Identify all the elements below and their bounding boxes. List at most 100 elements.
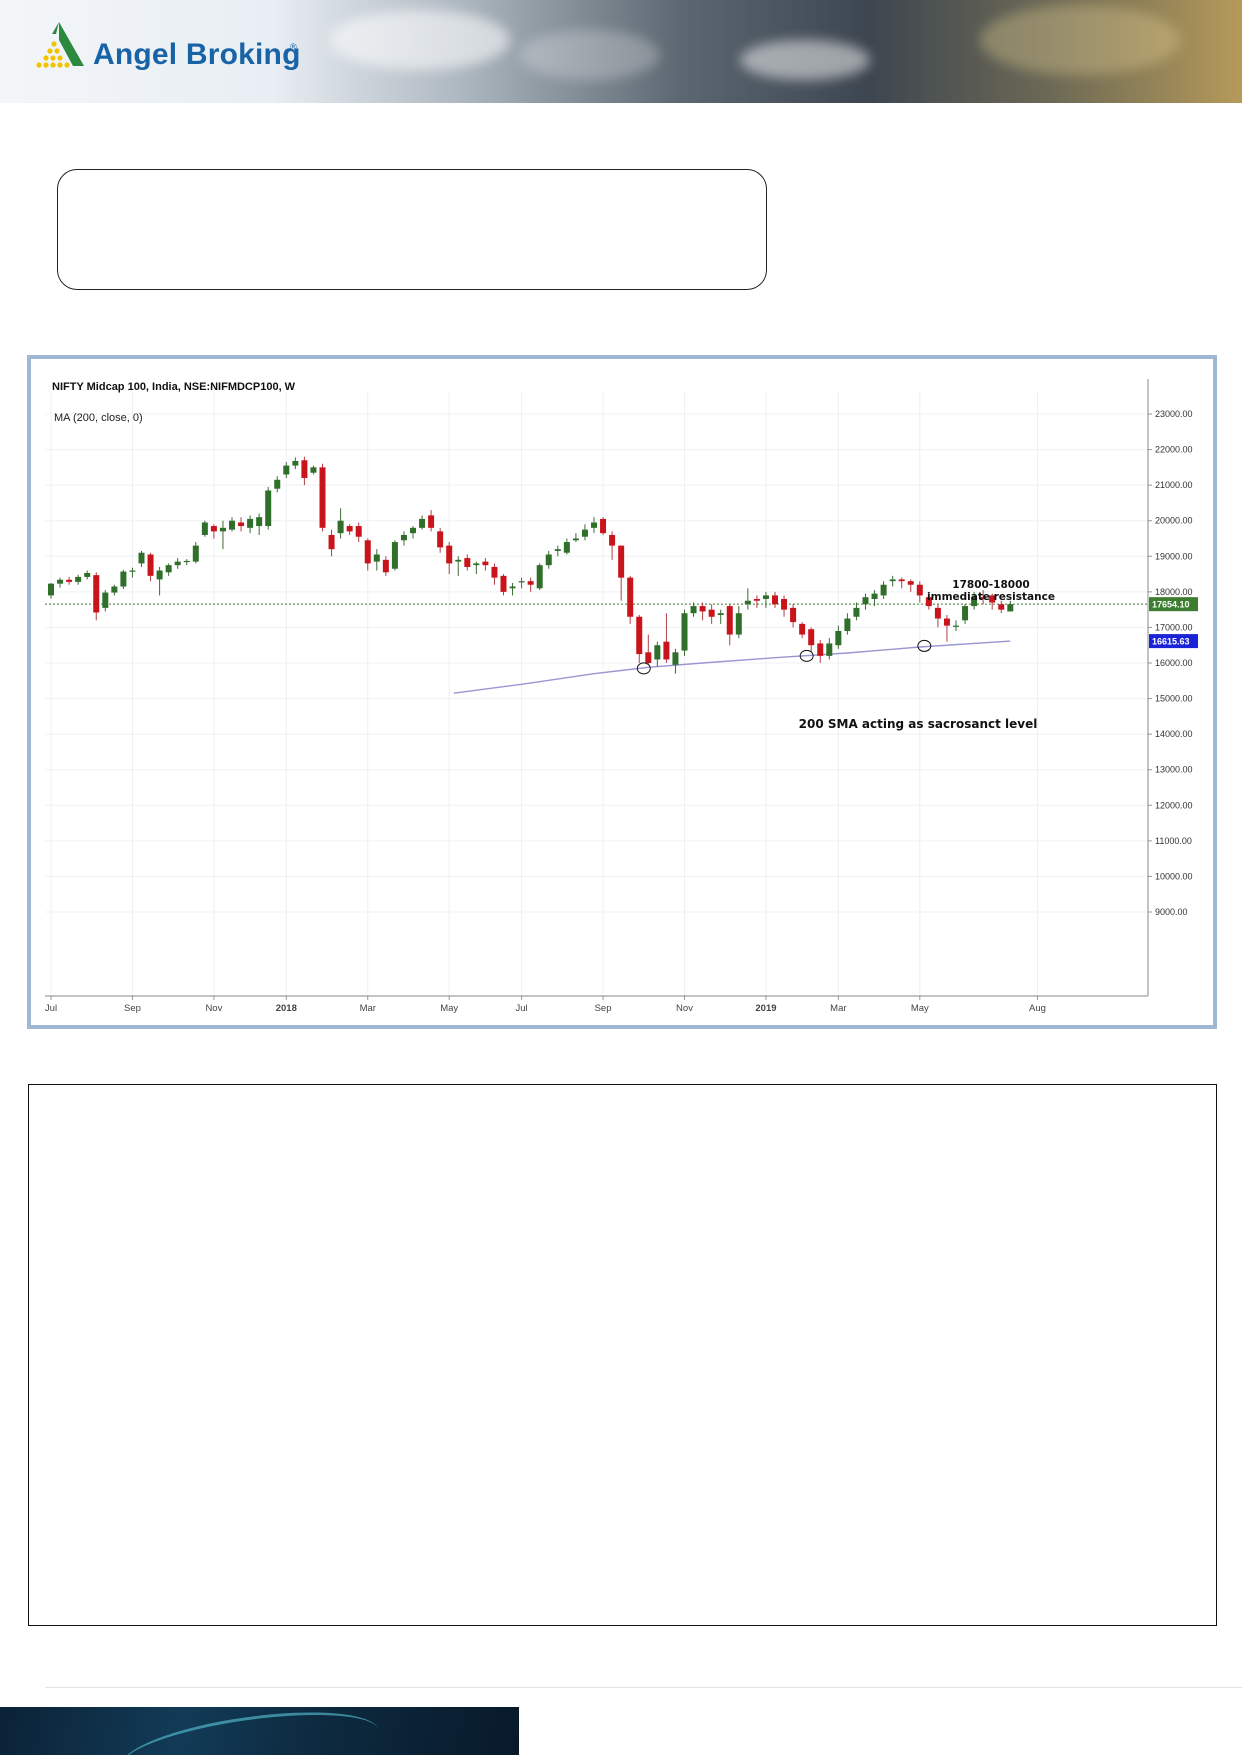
x-tick-label: Nov: [676, 1003, 693, 1014]
candle-up: [84, 573, 91, 577]
candle-down: [781, 598, 788, 610]
x-tick-label: Mar: [830, 1003, 846, 1014]
support-touch-circle: [636, 662, 651, 675]
candle-down: [147, 554, 154, 576]
candle-down: [907, 581, 914, 585]
candle-up: [310, 467, 317, 473]
y-tick-label: 10000.00: [1155, 871, 1193, 881]
candle-up: [681, 613, 688, 651]
candle-down: [627, 577, 634, 617]
light-streak-decoration: [116, 1707, 384, 1755]
candle-down: [382, 559, 389, 573]
y-tick-label: 11000.00: [1155, 836, 1192, 846]
candle-up: [391, 542, 398, 569]
candle-up: [826, 643, 833, 656]
candle-down: [645, 652, 652, 663]
candle-up: [835, 630, 842, 646]
candle-down: [663, 641, 670, 660]
candle-up: [256, 517, 263, 527]
angel-logo-icon: [36, 22, 84, 68]
y-tick-label: 20000.00: [1155, 516, 1193, 526]
last-price-badge-bg: [1149, 597, 1198, 612]
notes-box: [28, 1084, 1217, 1626]
cloud-decoration: [980, 5, 1180, 75]
candle-up: [229, 520, 235, 530]
candle-up: [853, 607, 860, 617]
candle-up: [871, 593, 878, 599]
candle-up: [247, 518, 254, 528]
y-tick-label: 13000.00: [1155, 765, 1193, 775]
candle-down: [446, 545, 453, 564]
candle-down: [328, 534, 335, 550]
resistance-subtitle: immediate resistance: [927, 591, 1055, 603]
candle-down: [319, 467, 326, 528]
candle-up: [455, 559, 462, 562]
y-tick-label: 15000.00: [1155, 694, 1193, 704]
candle-up: [410, 527, 416, 534]
candle-down: [491, 566, 498, 578]
resistance-title: 17800-18000: [952, 579, 1029, 591]
candle-up: [274, 479, 281, 489]
x-tick-label: 2019: [755, 1003, 776, 1014]
ma-indicator-label: MA (200, close, 0): [54, 412, 143, 424]
candle-down: [364, 540, 371, 564]
candle-down: [943, 618, 950, 626]
candle-down: [808, 629, 815, 646]
x-tick-label: Nov: [205, 1003, 222, 1014]
candle-up: [690, 606, 697, 614]
candle-up: [183, 560, 190, 563]
candles: [48, 456, 1014, 674]
candle-up: [654, 645, 661, 660]
candle-down: [916, 584, 923, 596]
candle-up: [265, 490, 272, 527]
cloud-decoration: [330, 10, 510, 70]
candle-down: [301, 460, 308, 479]
candle-up: [165, 565, 172, 573]
support-touch-circle: [917, 639, 932, 652]
candle-up: [545, 554, 552, 566]
candle-down: [66, 579, 73, 582]
support-circles: [636, 639, 932, 675]
candle-down: [925, 597, 932, 607]
candle-up: [102, 592, 109, 608]
candle-up: [419, 518, 426, 528]
candle-down: [708, 609, 715, 617]
chart-frame: NIFTY Midcap 100, India, NSE:NIFMDCP100,…: [27, 355, 1217, 1029]
candle-up: [581, 529, 588, 537]
candle-up: [962, 606, 969, 621]
x-tick-label: Sep: [124, 1003, 141, 1014]
candle-down: [618, 545, 625, 578]
y-tick-label: 12000.00: [1155, 800, 1193, 810]
candle-up: [57, 579, 64, 584]
candle-up: [283, 465, 290, 475]
candle-up: [219, 527, 226, 532]
candle-down: [527, 581, 534, 585]
candle-up: [762, 595, 769, 599]
candle-down: [238, 522, 245, 527]
candle-down: [726, 606, 733, 635]
candle-up: [75, 576, 82, 582]
candle-down: [346, 526, 353, 532]
candle-down: [980, 597, 987, 599]
candle-down: [428, 515, 435, 528]
candle-up: [1007, 604, 1014, 612]
candle-down: [500, 575, 507, 592]
candle-down: [482, 561, 489, 566]
candle-down: [790, 607, 797, 623]
candle-down: [464, 558, 471, 567]
candle-up: [292, 460, 299, 466]
x-tick-label: Aug: [1029, 1003, 1046, 1014]
y-tick-label: 18000.00: [1155, 587, 1193, 597]
candle-down: [799, 623, 806, 635]
support-touch-circle: [799, 649, 814, 662]
x-axis: Jul Sep Nov 2018 Mar May Jul Sep Nov 2019 Mar May Au…: [45, 995, 1148, 1014]
ma-value-badge: 16615.63: [1152, 637, 1190, 647]
candle-up: [473, 563, 480, 566]
candle-up: [591, 522, 597, 528]
summary-box: [57, 169, 767, 290]
ma-200-line: [453, 640, 1011, 694]
candle-up: [373, 554, 380, 562]
candle-down: [636, 616, 643, 655]
registered-mark: ®: [290, 42, 297, 52]
candle-up: [862, 597, 869, 605]
